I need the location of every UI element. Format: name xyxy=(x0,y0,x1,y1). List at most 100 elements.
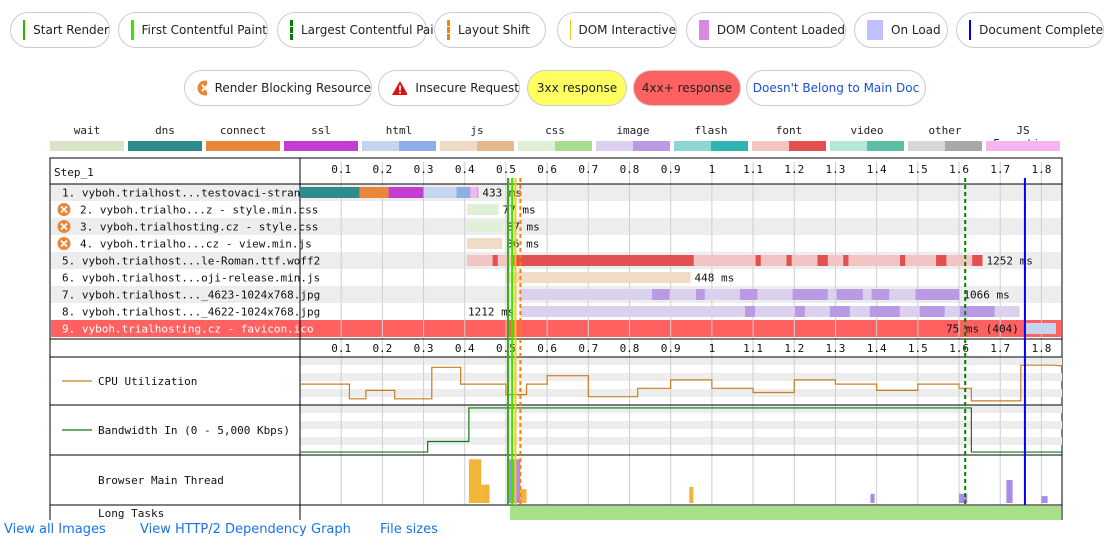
type-legend-label: flash xyxy=(694,124,728,137)
request-bar-download xyxy=(492,255,498,266)
link-file-sizes[interactable]: File sizes xyxy=(380,522,438,537)
legend-label: Insecure Request xyxy=(415,81,519,95)
request-bar-download xyxy=(786,255,792,266)
type-legend-swatch xyxy=(908,141,982,151)
type-legend-swatch xyxy=(674,141,748,151)
tick-label: 1.2 xyxy=(784,342,804,355)
cpu-line xyxy=(300,364,1063,402)
render-blocking-icon xyxy=(197,80,207,96)
type-legend-label: css xyxy=(545,124,565,137)
main-thread-spike xyxy=(689,486,694,503)
section-label: Long Tasks xyxy=(98,507,164,520)
legend-swatch xyxy=(131,20,134,40)
tick-label: 1.1 xyxy=(743,342,763,355)
request-bar-download xyxy=(513,255,694,266)
legend-dom-content-loaded: DOM Content Loaded xyxy=(686,12,846,48)
tick-label: 0.2 xyxy=(372,342,392,355)
request-bar-download xyxy=(936,255,947,266)
type-legend-label: video xyxy=(850,124,884,137)
type-legend-swatch xyxy=(986,141,1060,151)
legend-swatch xyxy=(290,20,293,40)
legend-3xx-response: 3xx response xyxy=(527,70,627,106)
request-bar-segment xyxy=(359,187,389,198)
legend-label: 4xx+ response xyxy=(641,81,733,95)
legend-label: First Contentful Paint xyxy=(141,23,267,37)
request-duration: 75 ms (404) xyxy=(946,323,1019,336)
main-thread-spike xyxy=(468,459,482,503)
request-duration: 1212 ms xyxy=(468,306,514,319)
section-band xyxy=(300,421,1062,429)
section-band xyxy=(300,389,1062,397)
type-legend-swatch xyxy=(518,141,592,151)
main-thread-spike xyxy=(1041,496,1048,503)
tick-label: 1.4 xyxy=(867,163,887,176)
tick-label: 0.1 xyxy=(331,163,351,176)
type-legend-label: other xyxy=(928,124,962,137)
request-duration: 1252 ms xyxy=(987,255,1033,268)
legend-label: DOM Content Loaded xyxy=(716,23,845,37)
legend-swatch xyxy=(699,20,709,40)
request-bar xyxy=(520,306,1020,317)
tick-label: 0.4 xyxy=(455,342,475,355)
type-legend-swatch xyxy=(596,141,670,151)
section-band xyxy=(300,437,1062,445)
legend-label: Largest Contentful Paint xyxy=(301,23,446,37)
type-legend-swatch xyxy=(440,141,514,151)
legend-on-load: On Load xyxy=(854,12,948,48)
type-legend-label: connect xyxy=(219,124,267,137)
render-blocking-icon xyxy=(57,220,71,233)
type-legend-label: ssl xyxy=(311,124,331,137)
long-task-bar xyxy=(510,506,1062,520)
request-bar-segment xyxy=(388,187,424,198)
tick-label: 0.5 xyxy=(496,163,516,176)
tick-label: 1.2 xyxy=(784,163,804,176)
tick-label: 1.7 xyxy=(990,163,1010,176)
legend-label: Doesn't Belong to Main Doc xyxy=(752,81,920,95)
link-view-all-images[interactable]: View all Images xyxy=(4,522,106,537)
request-duration: 448 ms xyxy=(694,272,734,285)
type-legend-swatch xyxy=(206,141,280,151)
request-bar-segment xyxy=(300,187,360,198)
request-bar-download xyxy=(1024,323,1056,334)
request-bar-download xyxy=(695,289,705,300)
link-view-http-2-dependency-graph[interactable]: View HTTP/2 Dependency Graph xyxy=(140,522,351,537)
type-legend-label: font xyxy=(775,124,803,137)
request-bar-download xyxy=(919,306,945,317)
request-label: 5. vyboh.trialhost...le-Roman.ttf.woff2 xyxy=(62,255,320,268)
legend-label: On Load xyxy=(891,23,941,37)
type-legend-swatch xyxy=(284,141,358,151)
request-row-bg xyxy=(51,218,1061,235)
type-legend-swatch xyxy=(830,141,904,151)
legend-4xx-response: 4xx+ response xyxy=(633,70,741,106)
type-legend-label: js xyxy=(470,124,484,137)
js-execution-mark xyxy=(470,187,478,198)
request-bar-download xyxy=(652,289,670,300)
legend-doesn-t-belong-to-main-doc: Doesn't Belong to Main Doc xyxy=(746,70,926,106)
section-band xyxy=(300,405,1062,413)
tick-label: 1.6 xyxy=(949,163,969,176)
request-bar-download xyxy=(871,289,890,300)
main-thread-spike xyxy=(520,489,527,503)
tick-label: 0.8 xyxy=(620,163,640,176)
section-label: CPU Utilization xyxy=(98,375,197,388)
request-bar-download xyxy=(792,289,828,300)
legend-label: 3xx response xyxy=(536,81,618,95)
request-label: 4. vyboh.trialho...cz - view.min.js xyxy=(80,238,312,251)
request-bar-download xyxy=(972,255,983,266)
request-bar-download xyxy=(836,289,863,300)
tick-label: 0.3 xyxy=(414,342,434,355)
tick-label: 1.7 xyxy=(990,342,1010,355)
tick-label: 0.1 xyxy=(331,342,351,355)
legend-insecure-request: Insecure Request xyxy=(378,70,520,106)
main-thread-spike xyxy=(959,493,968,503)
tick-label: 1.8 xyxy=(1031,342,1051,355)
legend-dom-interactive: DOM Interactive xyxy=(557,12,677,48)
section-label: Bandwidth In (0 - 5,000 Kbps) xyxy=(98,424,290,437)
legend-first-contentful-paint: First Contentful Paint xyxy=(118,12,268,48)
request-label: 6. vyboh.trialhost...oji-release.min.js xyxy=(62,272,320,285)
legend-swatch xyxy=(969,20,972,40)
request-label: 9. vyboh.trialhosting.cz - favicon.ico xyxy=(62,323,314,336)
tick-label: 0.8 xyxy=(620,342,640,355)
legend-label: Layout Shift xyxy=(458,23,530,37)
section-band xyxy=(300,373,1062,381)
